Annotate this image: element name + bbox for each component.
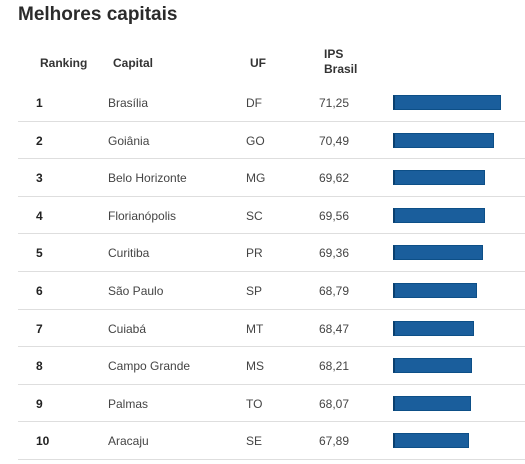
ips-bar <box>393 395 471 411</box>
ranking-cell: 1 <box>36 96 43 110</box>
table-row: 4 Florianópolis SC 69,56 <box>18 197 525 235</box>
uf-cell: SE <box>246 434 263 449</box>
table-row: 5 Curitiba PR 69,36 <box>18 234 525 272</box>
table-row: 7 Cuiabá MT 68,47 <box>18 310 525 348</box>
header-uf: UF <box>250 56 266 70</box>
capital-cell: São Paulo <box>108 283 164 298</box>
ips-bar <box>393 95 501 110</box>
ips-value-cell: 70,49 <box>319 133 350 148</box>
ranking-cell: 3 <box>36 171 43 186</box>
ips-bar <box>393 170 486 186</box>
uf-cell: MS <box>246 359 264 374</box>
capital-cell: Cuiabá <box>108 321 147 336</box>
ips-value-cell: 69,62 <box>319 171 350 186</box>
ips-value-cell: 69,36 <box>319 246 350 261</box>
uf-cell: SP <box>246 283 263 298</box>
ips-bar <box>393 282 478 298</box>
ips-value-cell: 69,56 <box>319 208 350 223</box>
ips-bar <box>393 320 475 336</box>
ips-bar <box>393 245 483 261</box>
uf-cell: MT <box>246 321 264 336</box>
ranking-cell: 4 <box>36 208 43 223</box>
ips-value-cell: 71,25 <box>319 96 350 110</box>
ips-value-cell: 68,07 <box>319 396 350 411</box>
table-row: 1 Brasília DF 71,25 <box>18 84 525 122</box>
capital-cell: Aracaju <box>108 434 149 449</box>
capital-cell: Palmas <box>108 396 149 411</box>
ips-value-cell: 68,21 <box>319 359 350 374</box>
header-ips-brasil: IPS Brasil <box>324 47 358 76</box>
uf-cell: SC <box>246 208 263 223</box>
ips-value-cell: 68,47 <box>319 321 350 336</box>
uf-cell: GO <box>246 133 265 148</box>
capital-cell: Belo Horizonte <box>108 171 187 186</box>
table-row: 6 São Paulo SP 68,79 <box>18 272 525 310</box>
ranking-cell: 6 <box>36 283 43 298</box>
uf-cell: PR <box>246 246 263 261</box>
ips-value-cell: 67,89 <box>319 434 350 449</box>
ranking-table: 1 Brasília DF 71,25 2 Goiânia GO 70,49 3 Belo Hor… <box>18 84 525 460</box>
ips-bar <box>393 358 472 374</box>
table-row: 8 Campo Grande MS 68,21 <box>18 347 525 385</box>
ranking-cell: 2 <box>36 133 43 148</box>
capital-cell: Campo Grande <box>108 359 191 374</box>
ranking-cell: 8 <box>36 359 43 374</box>
ranking-cell: 10 <box>36 434 50 449</box>
header-capital: Capital <box>113 56 154 70</box>
ips-bar <box>393 433 469 449</box>
table-row: 10 Aracaju SE 67,89 <box>18 422 525 460</box>
uf-cell: TO <box>246 396 263 411</box>
header-ranking: Ranking <box>40 56 88 70</box>
ranking-cell: 9 <box>36 396 43 411</box>
uf-cell: MG <box>246 171 266 186</box>
uf-cell: DF <box>246 96 262 110</box>
ranking-cell: 7 <box>36 321 43 336</box>
ips-value-cell: 68,79 <box>319 283 350 298</box>
chart-title: Melhores capitais <box>18 4 178 25</box>
table-row: 9 Palmas TO 68,07 <box>18 385 525 423</box>
ips-bar <box>393 132 494 148</box>
capital-cell: Curitiba <box>108 246 150 261</box>
capital-cell: Goiânia <box>108 133 150 148</box>
capital-cell: Florianópolis <box>108 208 177 223</box>
table-row: 2 Goiânia GO 70,49 <box>18 122 525 160</box>
table-row: 3 Belo Horizonte MG 69,62 <box>18 159 525 197</box>
capital-cell: Brasília <box>108 96 149 110</box>
ips-bar <box>393 207 485 223</box>
ranking-cell: 5 <box>36 246 43 261</box>
table-header: Ranking Capital UF IPS Brasil <box>18 44 525 84</box>
